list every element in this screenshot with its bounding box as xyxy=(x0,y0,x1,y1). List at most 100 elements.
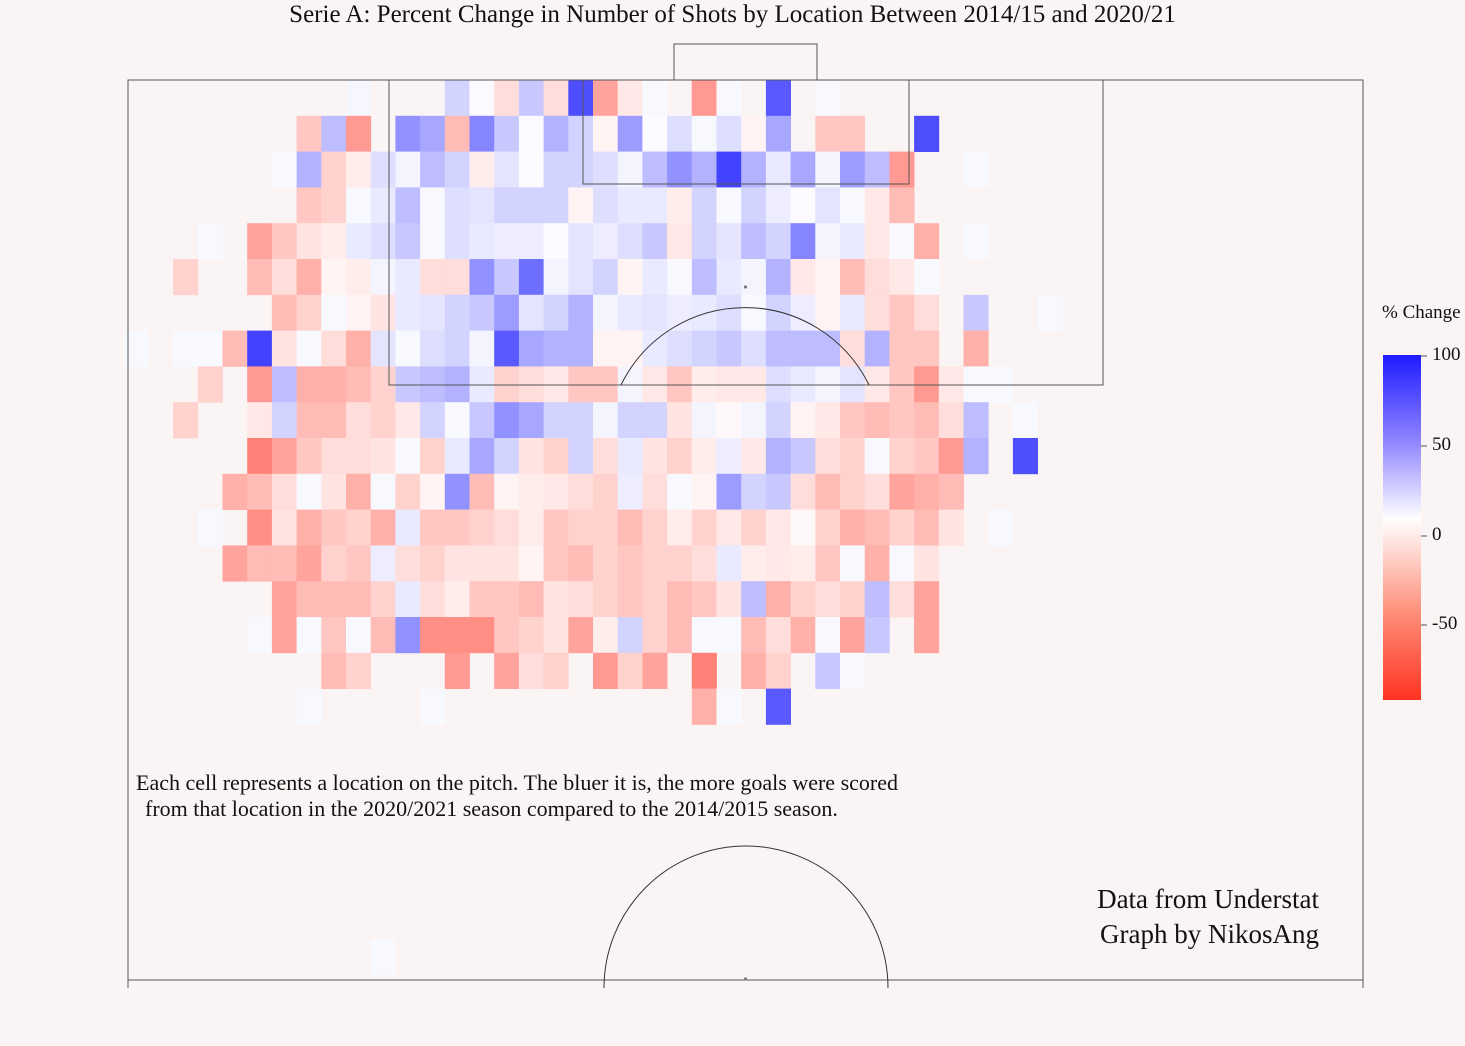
heatmap-cell-r11-c34 xyxy=(815,473,841,510)
heatmap-cell-r7-c17 xyxy=(395,330,421,367)
heatmap-cell-r2-c22 xyxy=(518,151,544,188)
heatmap-cell-r9-c15 xyxy=(346,402,372,439)
heatmap-cell-r11-c20 xyxy=(469,473,495,510)
colorbar xyxy=(1383,355,1427,700)
heatmap-cell-r15-c22 xyxy=(518,617,544,654)
heatmap-cell-r6-c12 xyxy=(271,294,297,331)
heatmap-cell-r2-c36 xyxy=(864,151,890,188)
heatmap-cell-r6-c18 xyxy=(420,294,446,331)
heatmap-cell-r7-c20 xyxy=(469,330,495,367)
heatmap-cell-r10-c42 xyxy=(1012,438,1038,475)
heatmap-cell-r16-c32 xyxy=(765,652,791,689)
heatmap-cell-r13-c26 xyxy=(617,545,643,582)
heatmap-cell-r0-c32 xyxy=(765,80,791,117)
heatmap-cell-r5-c25 xyxy=(593,259,619,296)
heatmap-cell-r11-c32 xyxy=(765,473,791,510)
heatmap-cell-r16-c29 xyxy=(691,652,717,689)
heatmap-cell-r2-c18 xyxy=(420,151,446,188)
heatmap-cell-r15-c20 xyxy=(469,617,495,654)
heatmap-cell-r15-c36 xyxy=(864,617,890,654)
heatmap-cell-r1-c27 xyxy=(642,115,668,152)
heatmap-cell-r15-c30 xyxy=(716,617,742,654)
heatmap-cell-r7-c30 xyxy=(716,330,742,367)
heatmap-cell-r10-c11 xyxy=(247,438,273,475)
heatmap-cell-r5-c19 xyxy=(444,259,470,296)
heatmap-cell-r4-c17 xyxy=(395,223,421,260)
heatmap-cell-r5-c36 xyxy=(864,259,890,296)
heatmap-cell-r4-c36 xyxy=(864,223,890,260)
heatmap-cell-r4-c34 xyxy=(815,223,841,260)
heatmap-cell-r9-c8 xyxy=(173,402,199,439)
heatmap-cell-r2-c37 xyxy=(889,151,915,188)
heatmap-cell-r3-c27 xyxy=(642,187,668,224)
heatmap-cell-r5-c20 xyxy=(469,259,495,296)
heatmap-cell-r15-c21 xyxy=(494,617,520,654)
heatmap-cell-r7-c38 xyxy=(914,330,940,367)
heatmap-cell-r0-c30 xyxy=(716,80,742,117)
heatmap-cell-r7-c26 xyxy=(617,330,643,367)
heatmap-cell-r0-c23 xyxy=(543,80,569,117)
heatmap-cell-r10-c30 xyxy=(716,438,742,475)
heatmap-cell-r15-c38 xyxy=(914,617,940,654)
heatmap-cell-r3-c35 xyxy=(840,187,866,224)
heatmap-cell-r4-c33 xyxy=(790,223,816,260)
heatmap-cell-r3-c26 xyxy=(617,187,643,224)
heatmap-cell-r2-c16 xyxy=(370,151,396,188)
heatmap-cell-r6-c21 xyxy=(494,294,520,331)
heatmap-cell-r10-c29 xyxy=(691,438,717,475)
heatmap-cell-r15-c12 xyxy=(271,617,297,654)
heatmap-cell-r13-c30 xyxy=(716,545,742,582)
heatmap-cell-r14-c28 xyxy=(667,581,693,618)
heatmap-cell-r13-c22 xyxy=(518,545,544,582)
heatmap-cell-r14-c35 xyxy=(840,581,866,618)
heatmap-cell-r13-c28 xyxy=(667,545,693,582)
heatmap-cell-r11-c18 xyxy=(420,473,446,510)
explanation-note: Each cell represents a location on the p… xyxy=(136,770,898,822)
heatmap-cell-r7-c12 xyxy=(271,330,297,367)
heatmap-cell-r10-c28 xyxy=(667,438,693,475)
heatmap-cell-r12-c38 xyxy=(914,509,940,546)
heatmap-cell-r10-c33 xyxy=(790,438,816,475)
heatmap-cell-r2-c29 xyxy=(691,151,717,188)
heatmap-cell-r13-c20 xyxy=(469,545,495,582)
heatmap-cell-r3-c23 xyxy=(543,187,569,224)
heatmap-cell-r10-c21 xyxy=(494,438,520,475)
heatmap-cell-r4-c27 xyxy=(642,223,668,260)
heatmap-cell-r1-c14 xyxy=(321,115,347,152)
heatmap-cell-r5-c34 xyxy=(815,259,841,296)
centre-circle-half xyxy=(603,845,889,989)
heatmap-cell-r2-c13 xyxy=(296,151,322,188)
heatmap-cell-r0-c25 xyxy=(593,80,619,117)
heatmap-cell-r7-c15 xyxy=(346,330,372,367)
heatmap-cell-r1-c38 xyxy=(914,115,940,152)
heatmap-cell-r4-c37 xyxy=(889,223,915,260)
heatmap-cell-r17-c30 xyxy=(716,688,742,725)
heatmap-cell-r14-c15 xyxy=(346,581,372,618)
heatmap-cell-r4-c20 xyxy=(469,223,495,260)
heatmap-cell-r15-c28 xyxy=(667,617,693,654)
heatmap-cell-r11-c35 xyxy=(840,473,866,510)
heatmap-cell-r0-c29 xyxy=(691,80,717,117)
heatmap-cell-r9-c37 xyxy=(889,402,915,439)
heatmap-cell-r9-c17 xyxy=(395,402,421,439)
heatmap-cell-r10-c13 xyxy=(296,438,322,475)
heatmap-cell-r7-c16 xyxy=(370,330,396,367)
heatmap-cell-r12-c15 xyxy=(346,509,372,546)
heatmap-cell-r3-c15 xyxy=(346,187,372,224)
heatmap-cell-r4-c40 xyxy=(963,223,989,260)
heatmap-cell-r10-c24 xyxy=(568,438,594,475)
heatmap-cell-r12-c9 xyxy=(197,509,223,546)
heatmap-cell-r15-c13 xyxy=(296,617,322,654)
heatmap-cell-r6-c17 xyxy=(395,294,421,331)
heatmap-cell-r16-c15 xyxy=(346,652,372,689)
heatmap-cell-r14-c14 xyxy=(321,581,347,618)
heatmap-cell-r3-c14 xyxy=(321,187,347,224)
heatmap-cell-r3-c30 xyxy=(716,187,742,224)
heatmap-cell-r12-c28 xyxy=(667,509,693,546)
heatmap-cell-r9-c12 xyxy=(271,402,297,439)
heatmap-cell-r9-c11 xyxy=(247,402,273,439)
heatmap-cell-r15-c23 xyxy=(543,617,569,654)
heatmap-cell-r13-c34 xyxy=(815,545,841,582)
heatmap-cell-r12-c30 xyxy=(716,509,742,546)
